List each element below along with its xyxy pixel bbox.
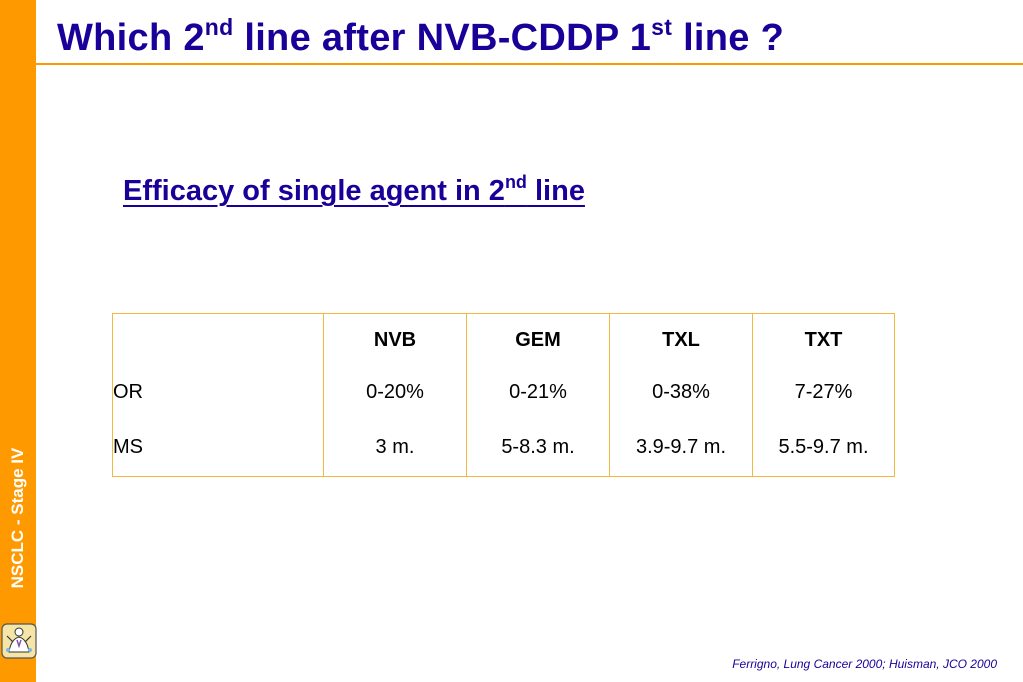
slide-subtitle: Efficacy of single agent in 2nd line	[123, 172, 585, 208]
table-cell: 0-38%	[609, 366, 753, 418]
table-cell: 5-8.3 m.	[466, 418, 610, 477]
table-header-cell	[112, 313, 324, 366]
table-header-cell: NVB	[323, 313, 467, 366]
table-header-cell: TXL	[609, 313, 753, 366]
title-superscript-2: st	[651, 14, 673, 40]
row-label: OR	[112, 366, 324, 418]
title-superscript-1: nd	[204, 14, 234, 40]
row-label: MS	[112, 418, 324, 477]
table-cell: 0-20%	[323, 366, 467, 418]
table-header-cell: TXT	[752, 313, 895, 366]
citation-footnote: Ferrigno, Lung Cancer 2000; Huisman, JCO…	[732, 657, 997, 671]
title-part-3: line ?	[672, 17, 785, 59]
table-cell: 3 m.	[323, 418, 467, 477]
table-cell: 7-27%	[752, 366, 895, 418]
title-part-2: line after NVB-CDDP 1	[233, 17, 652, 59]
subtitle-part-1: Efficacy of single agent in 2	[123, 175, 505, 207]
sidebar-label: NSCLC - Stage IV	[8, 447, 27, 589]
subtitle-part-2: line	[526, 175, 585, 207]
slide-title: Which 2nd line after NVB-CDDP 1st line ?	[57, 14, 784, 60]
sidebar: NSCLC - Stage IV	[0, 0, 37, 682]
table-cell: 0-21%	[466, 366, 610, 418]
subtitle-superscript: nd	[504, 172, 527, 192]
table-row: MS 3 m. 5-8.3 m. 3.9-9.7 m. 5.5-9.7 m.	[112, 418, 895, 477]
table-header-cell: GEM	[466, 313, 610, 366]
title-divider	[36, 63, 1023, 65]
efficacy-table: NVB GEM TXL TXT OR 0-20% 0-21% 0-38% 7-2…	[112, 313, 895, 477]
title-part-1: Which 2	[57, 17, 205, 59]
cartoon-figure-logo-icon	[1, 623, 37, 659]
table-cell: 3.9-9.7 m.	[609, 418, 753, 477]
table-row: OR 0-20% 0-21% 0-38% 7-27%	[112, 366, 895, 418]
table-cell: 5.5-9.7 m.	[752, 418, 895, 477]
table-header-row: NVB GEM TXL TXT	[112, 313, 895, 366]
